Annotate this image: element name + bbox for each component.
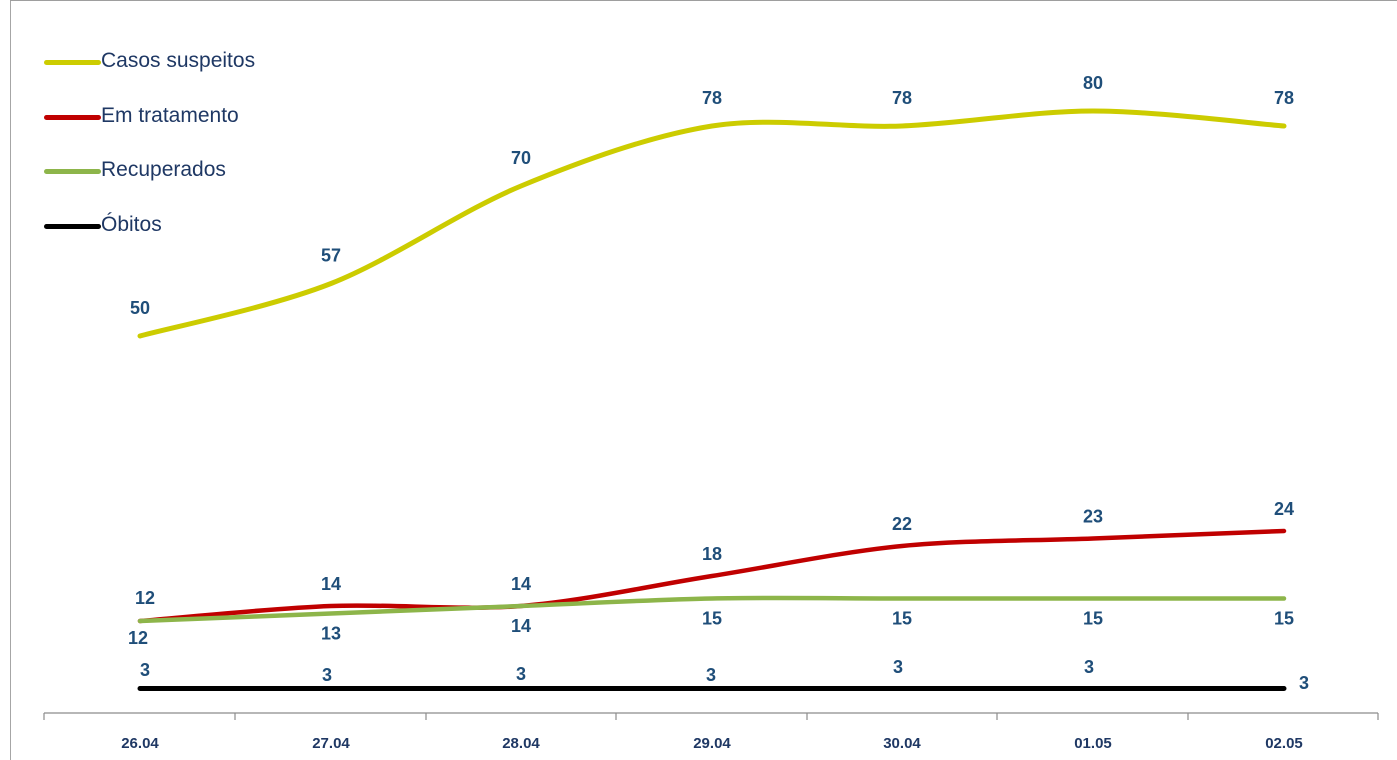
data-label-recuperados: 15	[892, 609, 912, 629]
chart-top-border	[10, 0, 1397, 1]
chart-legend: Casos suspeitos Em tratamento Recuperado…	[44, 46, 255, 264]
legend-label: Casos suspeitos	[101, 49, 256, 72]
data-label-obitos: 3	[322, 665, 332, 685]
data-label-casos-suspeitos: 70	[511, 148, 531, 168]
legend-label: Óbitos	[101, 212, 162, 236]
data-label-obitos: 3	[516, 664, 526, 684]
data-label-casos-suspeitos: 57	[321, 246, 341, 266]
data-label-em-tratamento: 18	[702, 544, 722, 564]
legend-label: Em tratamento	[101, 103, 239, 127]
chart-frame	[10, 0, 1397, 760]
legend-item-obitos: Óbitos	[44, 210, 255, 265]
series-line-recuperados	[137, 595, 1287, 624]
data-label-em-tratamento: 12	[135, 588, 155, 608]
legend-item-casos-suspeitos: Casos suspeitos	[44, 46, 255, 101]
x-tick-label: 28.04	[502, 735, 540, 752]
x-tick-label: 29.04	[693, 735, 731, 752]
data-label-obitos: 3	[1299, 673, 1309, 693]
x-tick-label: 30.04	[883, 735, 921, 752]
data-label-em-tratamento: 14	[511, 574, 531, 594]
data-label-casos-suspeitos: 50	[130, 298, 150, 318]
data-label-recuperados: 12	[128, 628, 148, 648]
data-label-recuperados: 14	[511, 616, 531, 636]
data-label-recuperados: 15	[702, 609, 722, 629]
legend-swatch-obitos	[44, 223, 101, 229]
data-label-casos-suspeitos: 78	[702, 88, 722, 108]
series-line-casos-suspeitos	[137, 108, 1287, 339]
data-label-recuperados: 15	[1083, 609, 1103, 629]
data-label-casos-suspeitos: 80	[1083, 73, 1103, 93]
legend-swatch-casos-suspeitos	[44, 60, 101, 65]
data-label-obitos: 3	[140, 660, 150, 680]
legend-label: Recuperados	[101, 158, 226, 181]
series-line-em-tratamento	[137, 528, 1287, 624]
legend-swatch-em-tratamento	[44, 114, 101, 120]
data-label-recuperados: 15	[1274, 609, 1294, 629]
data-label-em-tratamento: 23	[1083, 507, 1103, 527]
data-label-obitos: 3	[706, 665, 716, 685]
legend-swatch-recuperados	[44, 169, 101, 174]
legend-item-recuperados: Recuperados	[44, 155, 255, 210]
x-tick-label: 26.04	[121, 735, 159, 752]
x-tick-label: 02.05	[1265, 735, 1303, 752]
data-label-casos-suspeitos: 78	[892, 88, 912, 108]
data-label-obitos: 3	[1084, 657, 1094, 677]
data-label-em-tratamento: 24	[1274, 499, 1294, 519]
legend-item-em-tratamento: Em tratamento	[44, 101, 255, 156]
data-label-obitos: 3	[893, 657, 903, 677]
x-tick-label: 01.05	[1074, 735, 1112, 752]
data-label-em-tratamento: 14	[321, 574, 341, 594]
data-label-recuperados: 13	[321, 624, 341, 644]
data-label-em-tratamento: 22	[892, 514, 912, 534]
x-tick-label: 27.04	[312, 735, 350, 752]
data-label-casos-suspeitos: 78	[1274, 88, 1294, 108]
